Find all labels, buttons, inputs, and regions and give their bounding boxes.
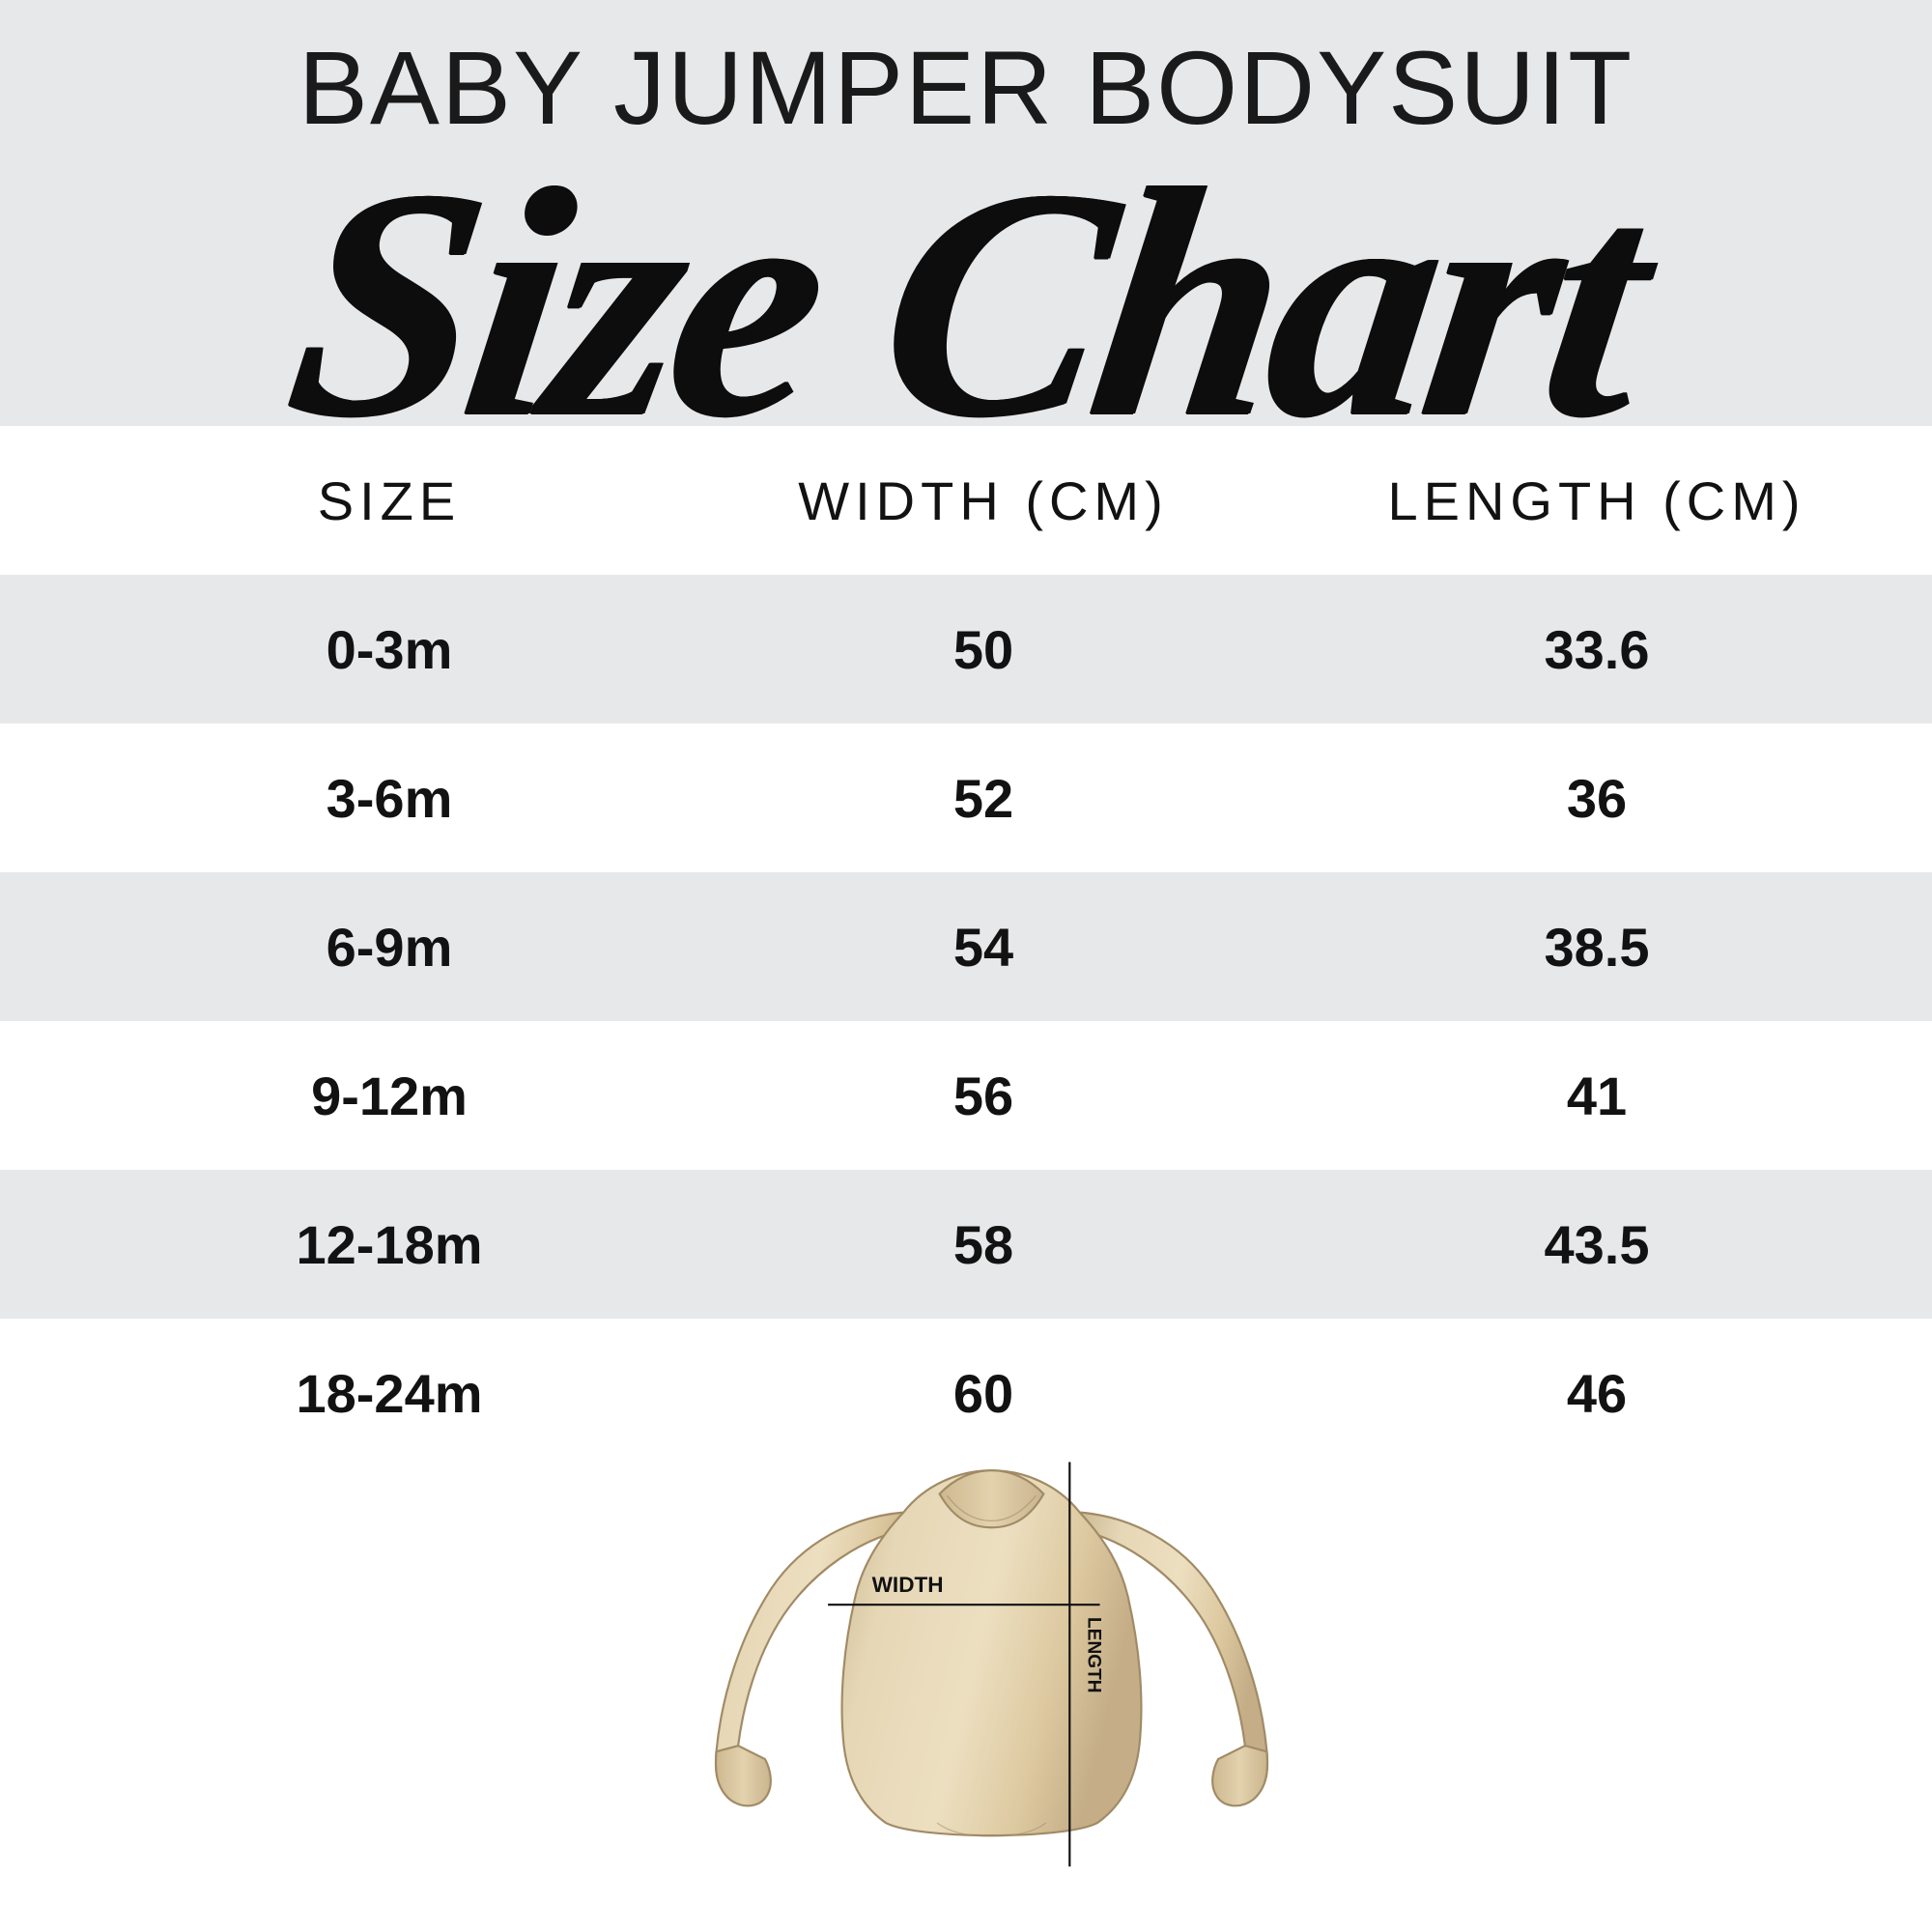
svg-text:WIDTH: WIDTH [872,1573,944,1597]
svg-text:LENGTH: LENGTH [1083,1617,1103,1693]
